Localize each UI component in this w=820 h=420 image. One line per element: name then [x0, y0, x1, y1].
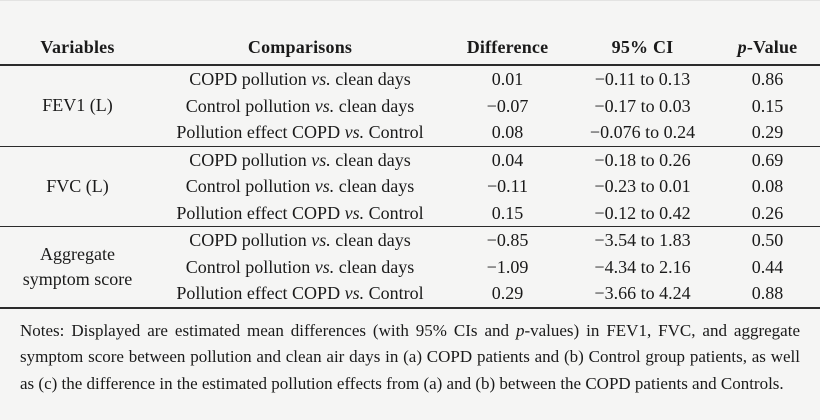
comparison-post: clean days — [335, 149, 411, 170]
variable-cell: FEV1 (L) — [42, 95, 113, 116]
pvalue-cell: 0.29 — [751, 122, 784, 142]
comparison-cell: COPD pollution vs. clean days — [155, 65, 445, 93]
vs-italic: vs. — [306, 149, 336, 170]
pvalue-cell: 0.88 — [751, 283, 784, 303]
ci-cell: −4.34 to 2.16 — [594, 256, 691, 277]
table-row: Pollution effect COPD vs. Control 0.29 −… — [0, 280, 820, 308]
pvalue-cell: 0.69 — [751, 149, 784, 170]
difference-cell: −0.85 — [486, 230, 529, 250]
comparison-pre: COPD pollution — [189, 230, 307, 250]
comparison-post: clean days — [338, 176, 415, 196]
variable-cell: Aggregate symptom score — [22, 243, 133, 289]
comparison-pre: Control pollution — [185, 176, 311, 196]
difference-cell: −0.11 — [487, 176, 528, 196]
difference-cell: 0.01 — [491, 69, 524, 89]
ci-cell: −0.12 to 0.42 — [594, 202, 691, 223]
comparison-cell: COPD pollution vs. clean days — [155, 227, 445, 254]
vs-italic: vs. — [310, 256, 339, 277]
comparison-cell: Pollution effect COPD vs. Control — [155, 119, 445, 146]
comparison-pre: Control pollution — [185, 95, 311, 116]
comparison-pre: Pollution effect COPD — [176, 202, 341, 223]
pvalue-cell: 0.44 — [751, 256, 784, 277]
comparison-post: Control — [368, 202, 424, 223]
ci-cell: −0.11 to 0.13 — [594, 69, 691, 89]
pvalue-cell: 0.50 — [751, 230, 784, 250]
comparison-cell: Pollution effect COPD vs. Control — [155, 200, 445, 227]
header-row: Variables Comparisons Difference 95% CI … — [0, 2, 820, 66]
group-fvc: FVC (L) COPD pollution vs. clean days 0.… — [0, 146, 820, 227]
comparison-post: clean days — [335, 230, 411, 250]
table-row: FEV1 (L) COPD pollution vs. clean days 0… — [0, 65, 820, 115]
vs-italic: vs. — [340, 202, 369, 223]
ci-cell: −0.076 to 0.24 — [589, 122, 696, 142]
ci-cell: −3.54 to 1.83 — [594, 230, 691, 250]
comparison-pre: COPD pollution — [189, 69, 307, 89]
pvalue-cell: 0.15 — [751, 95, 784, 116]
comparison-post: clean days — [338, 95, 415, 116]
vs-italic: vs. — [306, 230, 336, 250]
ci-cell: −0.17 to 0.03 — [594, 95, 691, 116]
comparison-cell: Control pollution vs. clean days — [155, 93, 445, 120]
table-row: Control pollution vs. clean days −0.11 −… — [0, 173, 820, 200]
comparison-pre: Pollution effect COPD — [176, 283, 341, 303]
comparison-cell: Control pollution vs. clean days — [155, 173, 445, 200]
table-row: FVC (L) COPD pollution vs. clean days 0.… — [0, 146, 820, 196]
col-header-variables: Variables — [0, 2, 155, 66]
comparison-post: clean days — [338, 256, 415, 277]
table-row: Control pollution vs. clean days −1.09 −… — [0, 254, 820, 281]
col-header-difference: Difference — [445, 2, 570, 66]
variable-cell: FVC (L) — [46, 175, 109, 196]
table-header: Variables Comparisons Difference 95% CI … — [0, 2, 820, 66]
col-header-ci: 95% CI — [570, 2, 715, 66]
pvalue-rest: -Value — [746, 37, 798, 57]
ci-cell: −0.23 to 0.01 — [594, 176, 691, 196]
table-row: Pollution effect COPD vs. Control 0.15 −… — [0, 200, 820, 227]
vs-italic: vs. — [306, 69, 336, 89]
difference-cell: 0.08 — [491, 122, 524, 142]
col-header-comparisons: Comparisons — [155, 2, 445, 66]
pvalue-cell: 0.08 — [751, 176, 784, 196]
difference-cell: 0.29 — [491, 283, 524, 303]
pvalue-cell: 0.26 — [751, 202, 784, 223]
difference-cell: −0.07 — [486, 95, 529, 116]
pvalue-italic-p: p — [737, 37, 747, 57]
pvalue-cell: 0.86 — [751, 69, 784, 89]
group-fev1: FEV1 (L) COPD pollution vs. clean days 0… — [0, 65, 820, 146]
table-row: Aggregate symptom score COPD pollution v… — [0, 227, 820, 289]
vs-italic: vs. — [340, 122, 369, 142]
table-notes: Notes: Displayed are estimated mean diff… — [20, 318, 800, 398]
vs-italic: vs. — [310, 176, 339, 196]
vs-italic: vs. — [310, 95, 339, 116]
comparison-cell: Control pollution vs. clean days — [155, 254, 445, 281]
col-header-pvalue: p-Value — [715, 2, 820, 66]
difference-cell: −1.09 — [486, 256, 529, 277]
table-row: Pollution effect COPD vs. Control 0.08 −… — [0, 119, 820, 146]
table-row: Control pollution vs. clean days −0.07 −… — [0, 93, 820, 120]
notes-italic-p: p — [515, 320, 525, 340]
difference-cell: 0.15 — [491, 202, 524, 223]
comparison-post: Control — [368, 283, 424, 303]
comparison-post: clean days — [335, 69, 411, 89]
comparison-pre: Pollution effect COPD — [176, 122, 341, 142]
results-table: Variables Comparisons Difference 95% CI … — [0, 2, 820, 309]
group-aggregate-symptom-score: Aggregate symptom score COPD pollution v… — [0, 226, 820, 308]
notes-rest: -values) in FEV1, FVC, and aggregate sym… — [20, 320, 800, 393]
ci-cell: −0.18 to 0.26 — [594, 149, 691, 170]
comparison-cell: COPD pollution vs. clean days — [155, 146, 445, 173]
comparison-cell: Pollution effect COPD vs. Control — [155, 280, 445, 308]
notes-lead: Notes: Displayed are estimated mean diff… — [20, 320, 516, 340]
comparison-pre: Control pollution — [185, 256, 311, 277]
ci-cell: −3.66 to 4.24 — [594, 283, 691, 303]
comparison-post: Control — [368, 122, 424, 142]
vs-italic: vs. — [340, 283, 369, 303]
comparison-pre: COPD pollution — [189, 149, 307, 170]
difference-cell: 0.04 — [491, 149, 524, 170]
